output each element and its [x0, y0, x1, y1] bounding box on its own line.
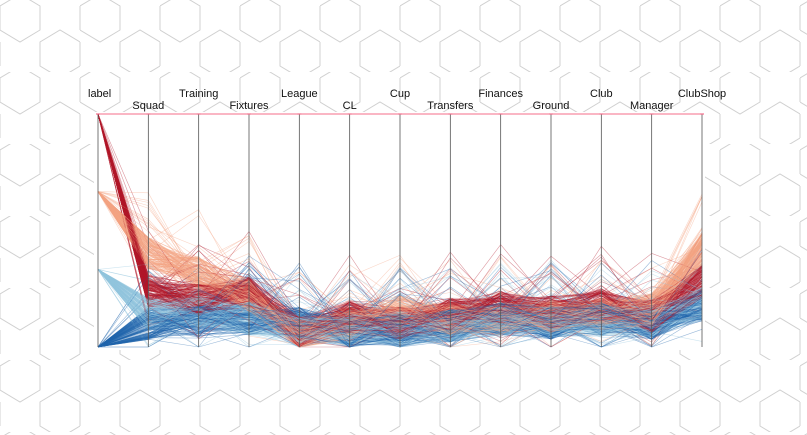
- axis-title-squad: Squad: [132, 100, 164, 112]
- axes-layer: label Squad Training Fixtures League CL Cup Tra…: [88, 88, 726, 347]
- axis-title-ground: Ground: [533, 100, 570, 112]
- axis-title-cl: CL: [343, 100, 357, 112]
- axis-title-transfers: Transfers: [427, 100, 474, 112]
- axis-title-clubshop: ClubShop: [678, 88, 726, 100]
- axis-title-club: Club: [590, 88, 613, 100]
- axis-title-fixtures: Fixtures: [229, 100, 269, 112]
- axis-title-label: label: [88, 88, 111, 100]
- axis-title-training: Training: [179, 88, 218, 100]
- axis-title-manager: Manager: [630, 100, 674, 112]
- axis-title-finances: Finances: [478, 88, 523, 100]
- axis-title-league: League: [281, 88, 318, 100]
- axis-title-cup: Cup: [390, 88, 410, 100]
